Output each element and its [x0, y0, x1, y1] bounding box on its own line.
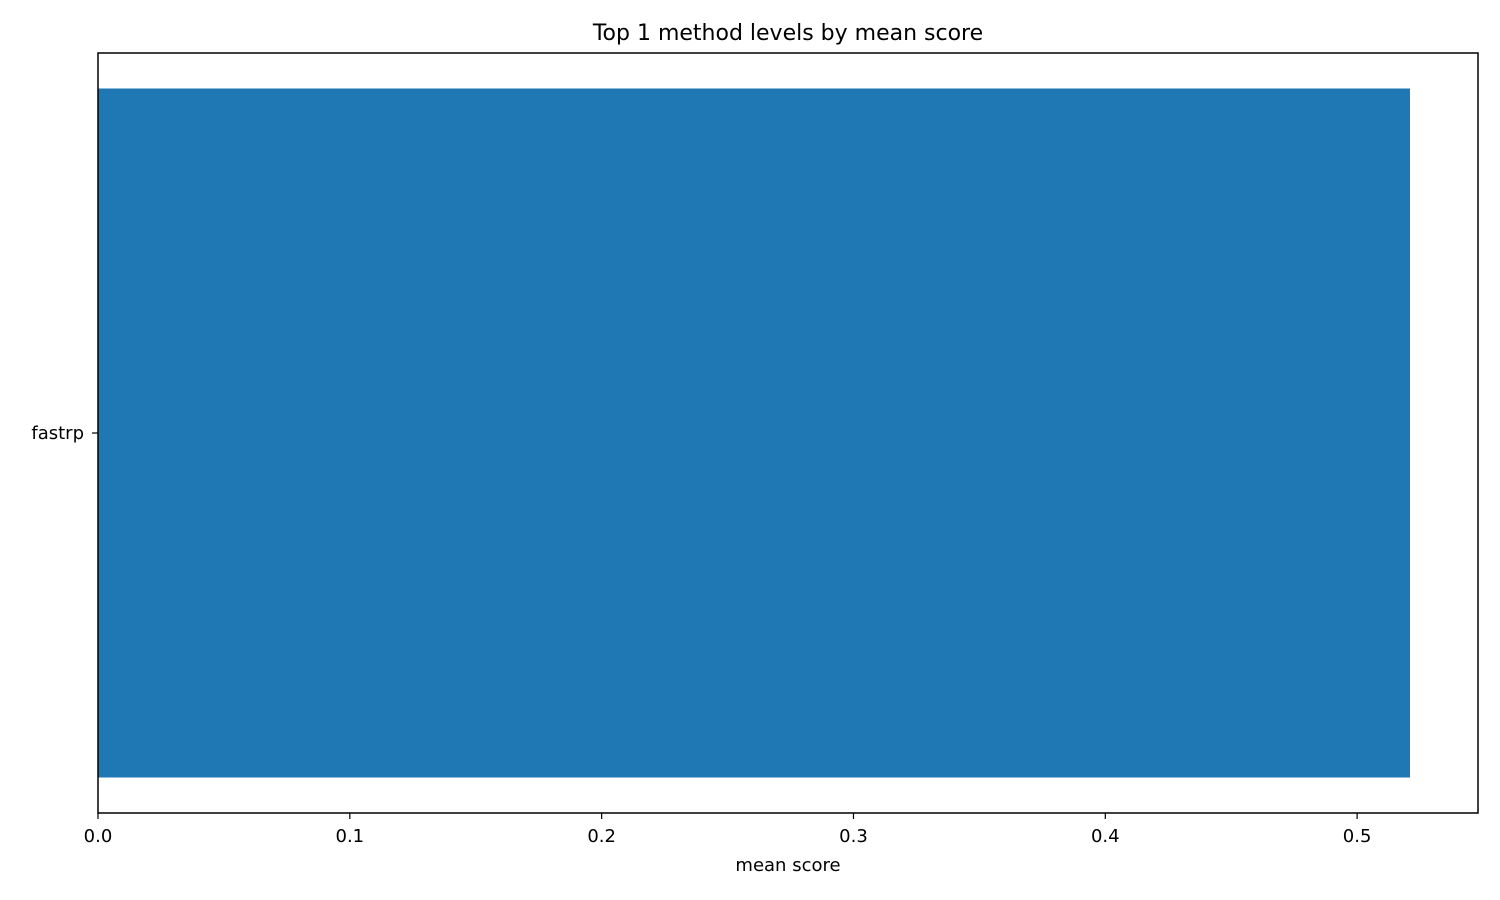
x-tick-label: 0.0 — [84, 826, 113, 847]
x-tick-label: 0.2 — [587, 826, 616, 847]
plot-area — [98, 88, 1411, 778]
y-axis: fastrp — [31, 423, 98, 444]
x-tick-label: 0.4 — [1091, 826, 1120, 847]
chart-title: Top 1 method levels by mean score — [592, 21, 983, 46]
bar-fastrp — [98, 88, 1411, 778]
x-tick-label: 0.5 — [1343, 826, 1372, 847]
y-tick-label: fastrp — [31, 423, 84, 444]
x-tick-label: 0.1 — [336, 826, 365, 847]
x-tick-label: 0.3 — [839, 826, 868, 847]
x-axis-label: mean score — [735, 855, 840, 876]
x-axis: 0.0 0.1 0.2 0.3 0.4 0.5 — [84, 813, 1372, 847]
